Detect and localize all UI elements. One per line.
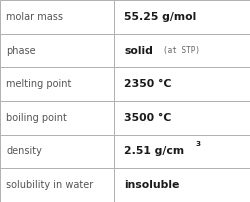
Text: solid: solid: [124, 45, 152, 56]
Text: 2350 °C: 2350 °C: [124, 79, 171, 89]
Text: density: density: [6, 146, 42, 157]
Text: phase: phase: [6, 45, 36, 56]
Text: solubility in water: solubility in water: [6, 180, 93, 190]
Text: 2.51 g/cm: 2.51 g/cm: [124, 146, 184, 157]
Text: (at STP): (at STP): [162, 46, 199, 55]
Text: molar mass: molar mass: [6, 12, 63, 22]
Text: 55.25 g/mol: 55.25 g/mol: [124, 12, 196, 22]
Text: 3500 °C: 3500 °C: [124, 113, 171, 123]
Text: insoluble: insoluble: [124, 180, 179, 190]
Text: melting point: melting point: [6, 79, 71, 89]
Text: 3: 3: [195, 141, 200, 147]
Text: boiling point: boiling point: [6, 113, 67, 123]
